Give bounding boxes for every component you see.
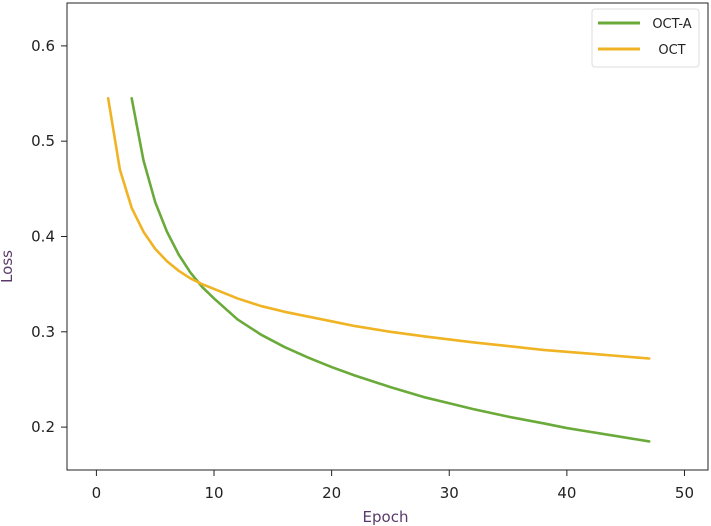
x-tick-label: 30 — [440, 484, 459, 502]
y-tick-label: 0.4 — [31, 228, 55, 246]
y-tick-label: 0.5 — [31, 132, 55, 150]
x-tick-label: 10 — [204, 484, 223, 502]
x-tick-label: 0 — [92, 484, 102, 502]
legend-label: OCT-A — [652, 17, 691, 32]
y-tick-label: 0.3 — [31, 323, 55, 341]
y-tick-label: 0.2 — [31, 418, 55, 436]
x-tick-label: 50 — [675, 484, 694, 502]
x-tick-label: 20 — [322, 484, 341, 502]
x-axis-ticks: 0 10 20 30 40 50 — [92, 470, 694, 502]
plot-frame — [66, 2, 709, 471]
x-tick-label: 40 — [557, 484, 576, 502]
y-tick-label: 0.6 — [31, 37, 55, 55]
series-layer — [106, 97, 651, 443]
series-line-oct-a — [130, 97, 651, 443]
legend-label: OCT — [658, 43, 685, 58]
y-axis-title: Loss — [0, 250, 16, 283]
series-line-oct — [106, 97, 651, 360]
legend: OCT-A OCT — [591, 8, 700, 68]
x-axis-title: Epoch — [363, 508, 409, 526]
y-axis-ticks: 0.2 0.3 0.4 0.5 0.6 — [31, 37, 67, 436]
